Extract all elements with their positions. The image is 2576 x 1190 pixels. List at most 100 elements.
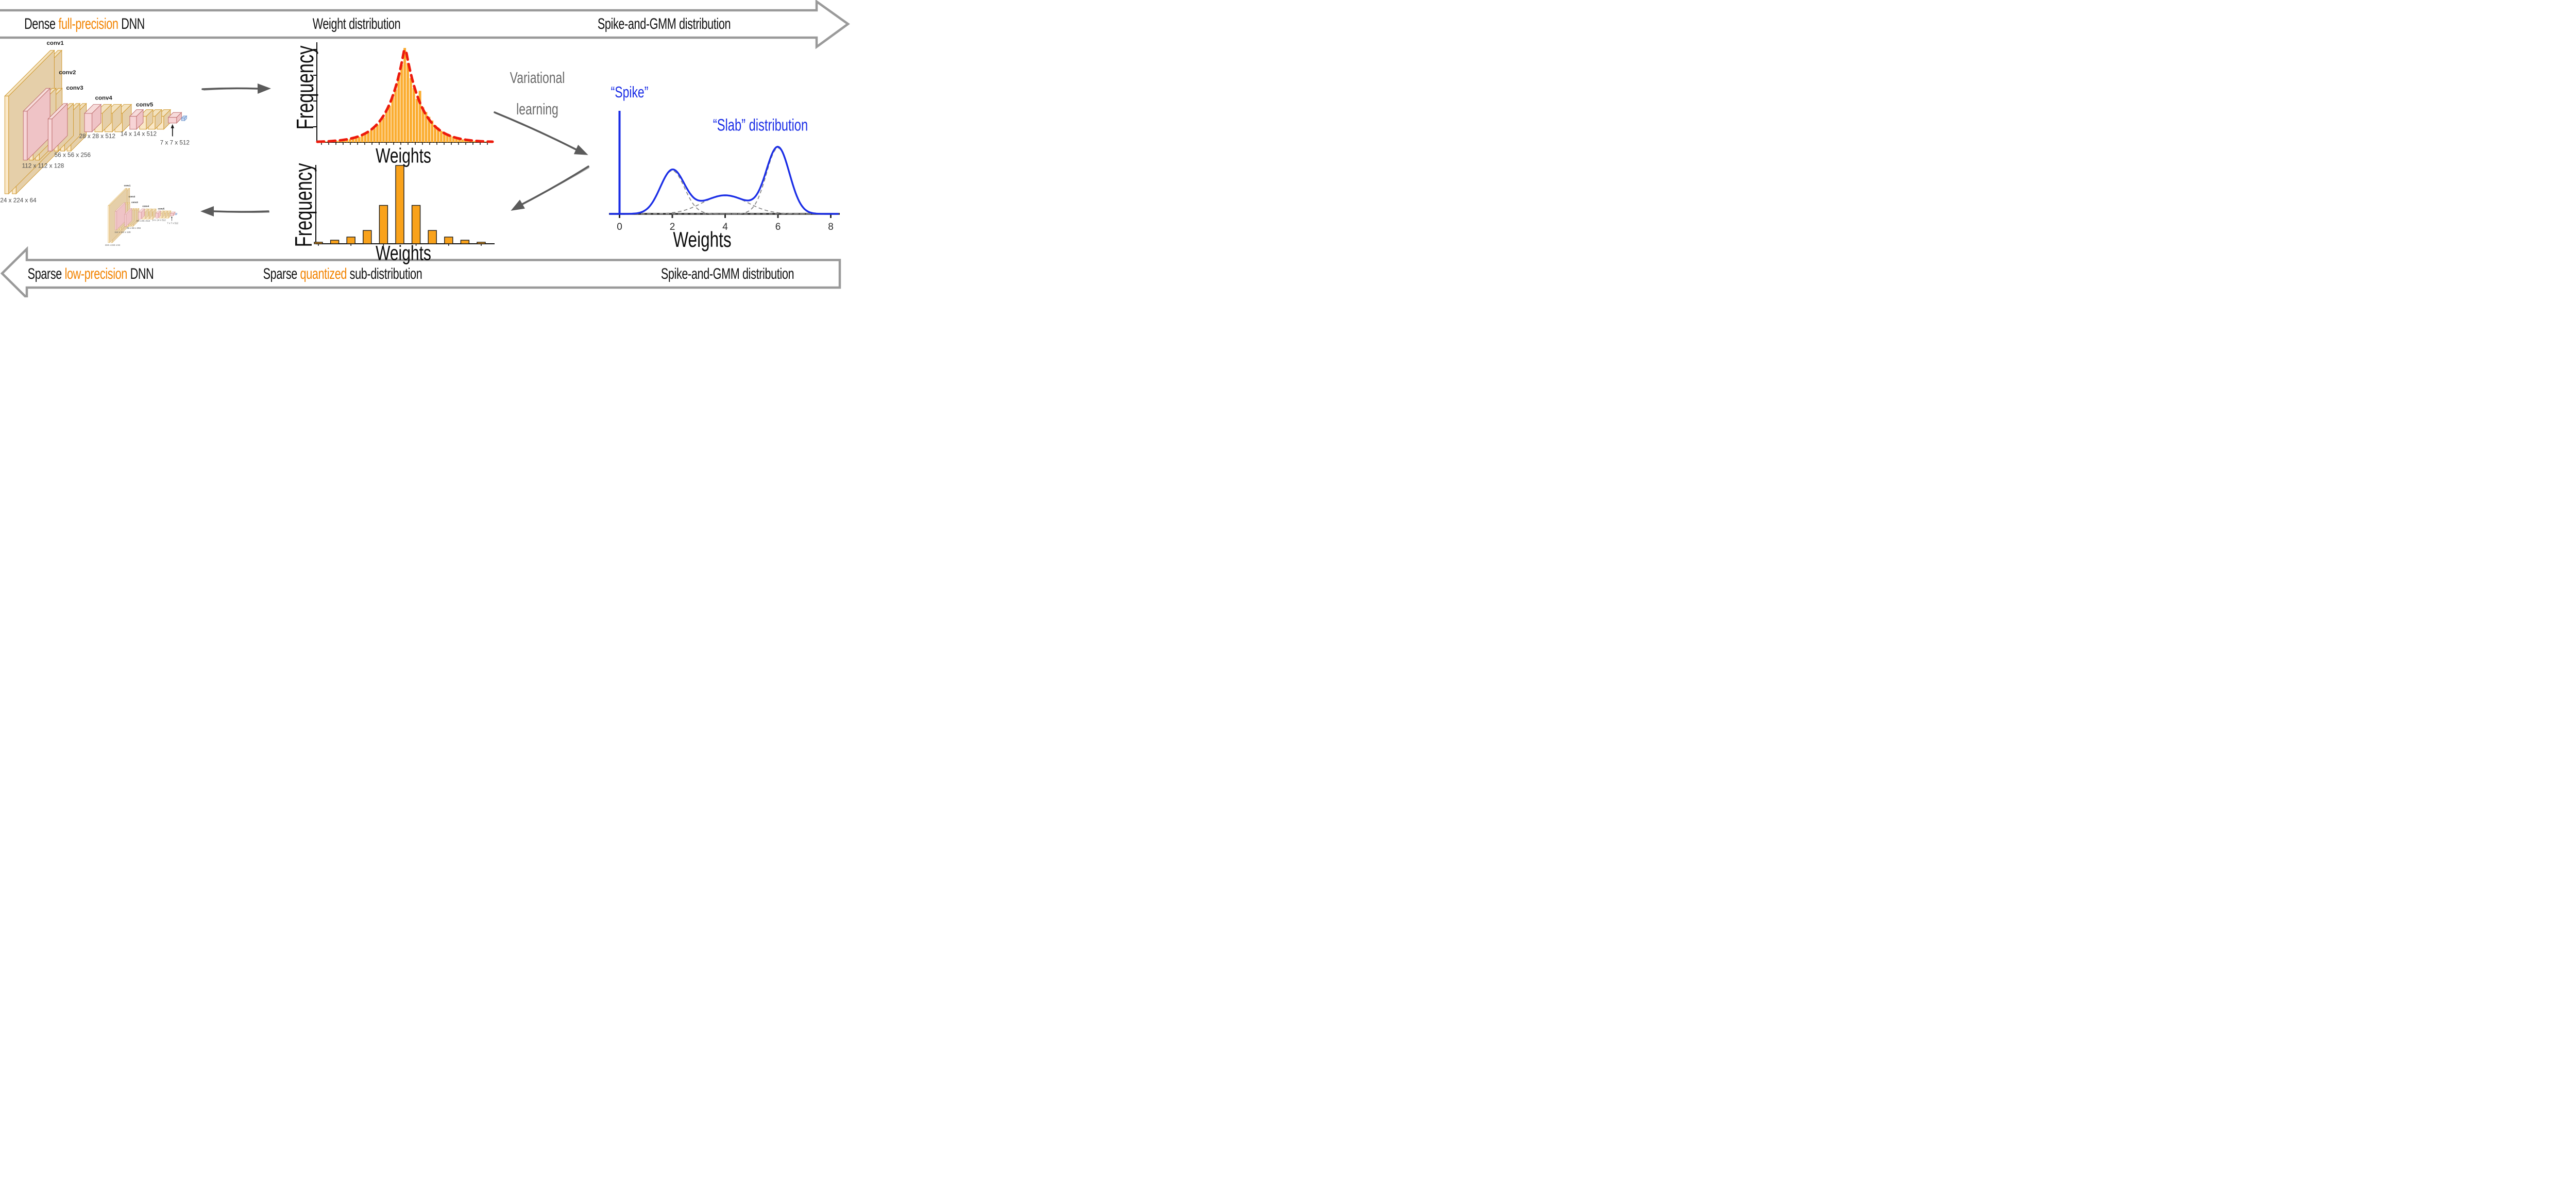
hist-bin xyxy=(343,140,346,142)
cnn-conv-label: conv2 xyxy=(59,70,76,76)
x-tick-label: 0 xyxy=(617,222,622,232)
cnn-slab-front xyxy=(155,213,159,219)
arrow-quantized-to-sparse-cnn-head xyxy=(200,206,214,216)
cnn-slab-front xyxy=(115,211,117,230)
arrow-gmm-to-quantized-shaft2 xyxy=(522,167,590,205)
hist-bin xyxy=(461,139,464,142)
arrow-cnn-to-histogram-head xyxy=(257,83,271,94)
weight-histogram-chart xyxy=(313,42,494,145)
cnn-layer-group-5 xyxy=(167,112,182,124)
cnn-dim-label: 7 x 7 x 512 xyxy=(160,140,190,146)
gmm-xlabel: Weights xyxy=(673,227,732,252)
cnn-dim-label: 14 x 14 x 512 xyxy=(121,131,157,138)
cnn-layer-group-4 xyxy=(155,210,172,219)
cnn-layer-group-5 xyxy=(170,211,176,216)
gmm-component-curve xyxy=(610,147,839,214)
cnn-conv-label: conv1 xyxy=(47,40,64,46)
quantized-bar xyxy=(363,230,372,244)
hist-bin xyxy=(412,88,415,142)
hist-bin xyxy=(388,106,391,142)
spike-gmm-chart: 0 2 4 6 8 xyxy=(609,111,840,232)
hist-bin xyxy=(440,131,443,142)
label-dense-full-precision-dnn: Dense full-precision DNN xyxy=(24,15,145,32)
cnn-conv-label: conv4 xyxy=(95,95,113,101)
cnn-layer-group-4 xyxy=(129,109,172,130)
cnn-dim-label: 14 x 14 x 512 xyxy=(152,219,166,221)
cnn-dim-label: 7 x 7 x 512 xyxy=(167,222,178,225)
bottom-flow-arrow xyxy=(0,246,841,297)
hist-bin xyxy=(358,137,361,142)
top-flow-arrow xyxy=(0,0,850,49)
hist-bin xyxy=(410,78,412,142)
hist-bin xyxy=(455,138,458,142)
hist-bin xyxy=(351,138,354,142)
cnn-slab-front xyxy=(129,116,137,130)
gmm-mixture-curve xyxy=(609,145,839,215)
hist-bin xyxy=(425,112,428,142)
cnn-layer-group-2 xyxy=(47,103,87,152)
cnn-slab-front xyxy=(181,118,185,121)
cnn-slab-front xyxy=(170,213,174,216)
cnn-conv-label: conv1 xyxy=(124,184,131,187)
hist-bin xyxy=(370,130,373,142)
quantized-bar xyxy=(460,240,470,244)
cnn-dim-label: 224 x 224 x 64 xyxy=(0,197,37,204)
hist-bin xyxy=(361,135,364,142)
label-weight-distribution: Weight distribution xyxy=(312,15,401,32)
cnn-slab-front xyxy=(138,212,142,220)
cnn-dim-label: 56 x 56 x 256 xyxy=(127,227,141,229)
arrow-quantized-to-sparse-cnn xyxy=(200,206,270,216)
hist-bin xyxy=(449,136,452,142)
cnn-layer-group-3 xyxy=(138,208,157,220)
label-spike-gmm-top: Spike-and-GMM distribution xyxy=(597,15,731,32)
hist-bin xyxy=(382,118,385,142)
cnn-slab-front xyxy=(168,117,177,124)
quantized-bar xyxy=(428,230,437,244)
arrow-variational-to-gmm xyxy=(494,111,588,155)
arrow-cnn-to-histogram xyxy=(201,83,271,94)
variational-learning-line2: learning xyxy=(516,100,558,118)
cnn-conv-label: conv2 xyxy=(129,195,135,198)
dense-cnn-diagram: conv1 conv2 conv3 conv4 conv5 224 x 224 x 64 1… xyxy=(0,40,190,204)
x-tick-label: 4 xyxy=(722,222,728,232)
figure-canvas: Dense full-precision DNN Weight distribu… xyxy=(0,0,850,297)
cnn-layer-group-3 xyxy=(83,104,132,132)
hist-bin xyxy=(400,64,403,142)
hist-bin xyxy=(418,91,421,142)
hist-bin xyxy=(376,124,379,142)
cnn-dim-label: 56 x 56 x 256 xyxy=(55,152,91,158)
cnn-dim-label: 28 x 28 x 512 xyxy=(79,133,115,140)
hist-bin xyxy=(431,120,434,142)
hist-bin xyxy=(349,139,351,142)
x-tick-label: 2 xyxy=(670,222,675,232)
label-sparse-quantized-subdistribution: Sparse quantized sub-distribution xyxy=(263,265,422,282)
hist-bin xyxy=(452,137,455,142)
variational-learning-line1: Variational xyxy=(510,69,565,87)
arrow-variational-to-gmm-head xyxy=(573,144,588,155)
cnn-conv-label: conv3 xyxy=(66,85,83,91)
hist-bin xyxy=(428,116,431,142)
hist-bin xyxy=(406,63,409,142)
cnn-slab-front xyxy=(4,95,9,194)
hist-bin xyxy=(415,98,418,142)
quantized-bar xyxy=(330,240,340,244)
top-hist-xlabel: Weights xyxy=(376,144,431,167)
label-spike-gmm-bottom: Spike-and-GMM distribution xyxy=(660,265,794,282)
x-tick-label: 8 xyxy=(828,222,834,232)
hist-bin xyxy=(379,121,382,142)
quantized-histogram-chart xyxy=(314,165,495,246)
cnn-layer-group-6 xyxy=(181,115,188,122)
cnn-slab-front xyxy=(47,119,53,152)
cnn-dim-label: 224 x 224 x 64 xyxy=(105,244,121,246)
hist-bin xyxy=(397,76,400,142)
sketch-arrows-layer xyxy=(200,83,590,216)
hist-bin xyxy=(373,128,376,142)
slab-annotation: “Slab” distribution xyxy=(713,115,808,135)
cnn-pool-arrow-head xyxy=(171,216,173,218)
label-sparse-low-precision-dnn: Sparse low-precision DNN xyxy=(27,265,154,282)
bottom-flow-arrow-shape xyxy=(0,246,841,297)
cnn-dim-label: 112 x 112 x 128 xyxy=(22,163,64,170)
hist-bin xyxy=(346,139,348,142)
histogram-bars xyxy=(318,48,492,142)
hist-bin xyxy=(446,133,449,142)
